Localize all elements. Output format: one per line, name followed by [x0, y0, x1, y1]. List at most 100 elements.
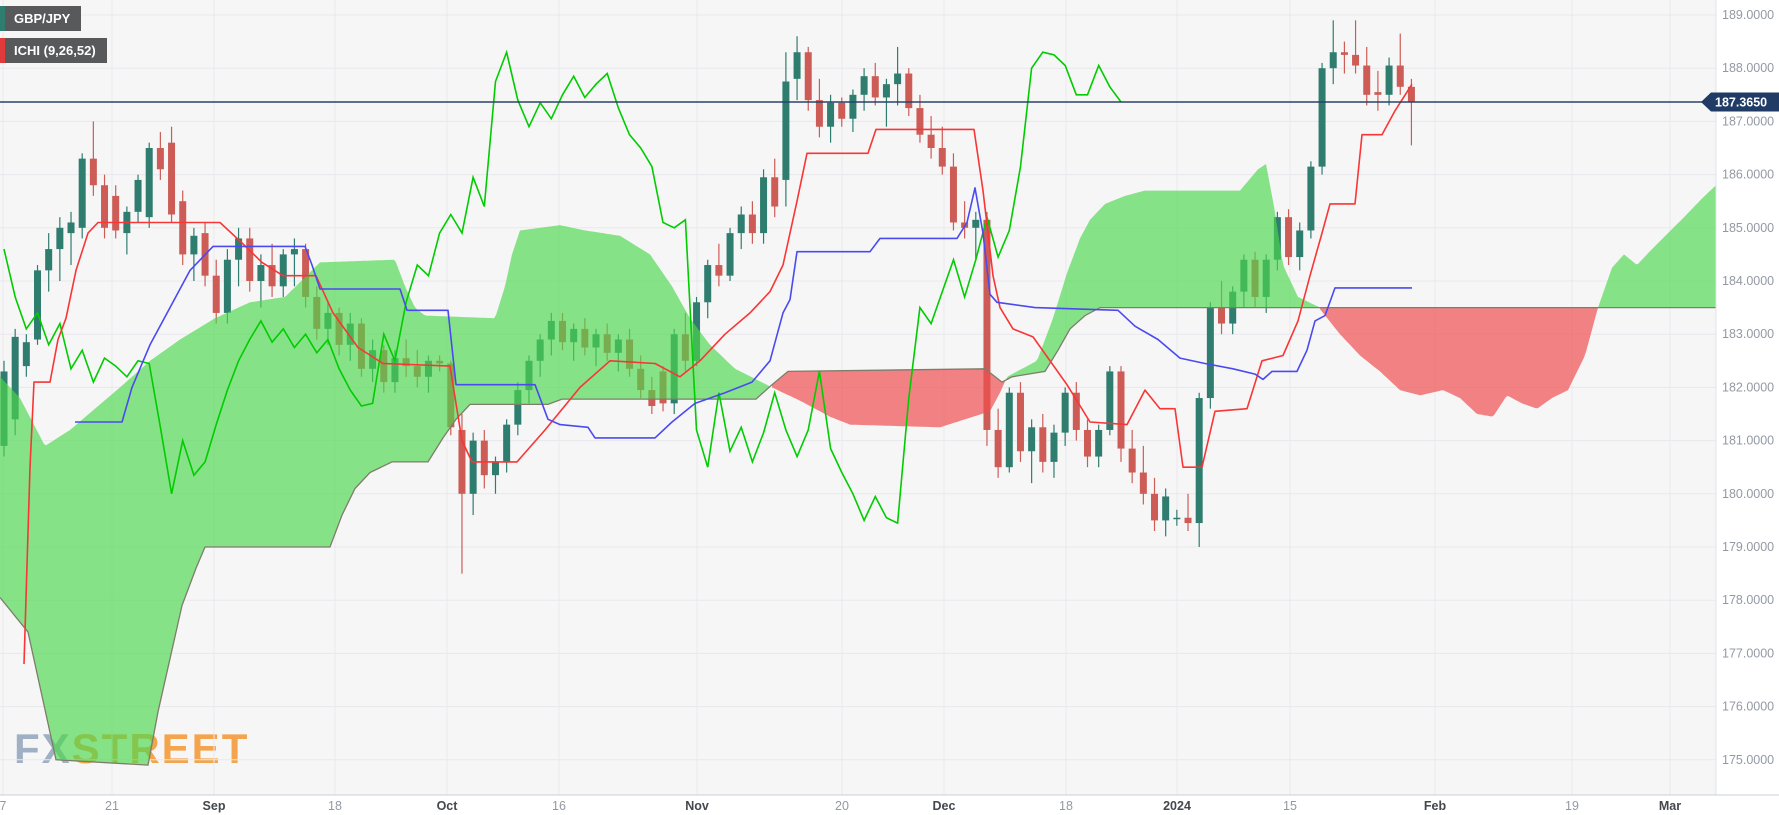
candle — [760, 169, 768, 244]
plot-area[interactable] — [0, 0, 1716, 795]
candle — [1050, 424, 1058, 478]
candle — [827, 94, 835, 143]
indicator-label: ICHI (9,26,52) — [14, 43, 96, 58]
candle — [279, 249, 287, 297]
candle — [1162, 488, 1170, 537]
candle — [871, 62, 879, 106]
candle — [480, 429, 488, 489]
bullish-cloud-segment — [1006, 164, 1320, 380]
candle — [737, 206, 745, 250]
time-tick-label: 2024 — [1163, 799, 1191, 813]
candle — [246, 227, 254, 292]
indicator-accent-bar — [0, 38, 5, 63]
time-axis[interactable]: 7 21 Sep 18 Oct 16 Nov 20 Dec 18 2024 15 Feb 19 Mar — [0, 799, 1681, 813]
candle — [1307, 161, 1315, 239]
time-tick-label: 7 — [0, 799, 7, 813]
time-tick-label: Sep — [203, 799, 226, 813]
price-tick-label: 176.0000 — [1722, 700, 1774, 714]
time-tick-label: 16 — [552, 799, 566, 813]
candle — [804, 46, 812, 111]
candle — [782, 52, 790, 207]
candle — [1340, 41, 1348, 74]
candle — [257, 254, 265, 308]
candle — [1318, 62, 1326, 175]
candle — [134, 174, 142, 223]
candle — [56, 217, 64, 281]
candle — [1363, 46, 1371, 106]
price-tick-label: 179.0000 — [1722, 540, 1774, 554]
price-tick-label: 182.0000 — [1722, 380, 1774, 394]
price-tick-label: 183.0000 — [1722, 327, 1774, 341]
candle — [1296, 222, 1304, 271]
candle — [1117, 366, 1125, 462]
bearish-cloud-segment — [772, 368, 1006, 428]
time-tick-label: 20 — [835, 799, 849, 813]
candle — [1106, 366, 1114, 436]
candle — [1039, 414, 1047, 473]
price-tick-label: 188.0000 — [1722, 61, 1774, 75]
candle — [112, 185, 120, 239]
candle — [1173, 509, 1181, 526]
candle — [1095, 424, 1103, 468]
candle — [1028, 419, 1036, 484]
candle — [67, 211, 75, 266]
candle — [179, 190, 187, 266]
kumo-cloud-layer — [0, 164, 1716, 766]
candle — [949, 153, 957, 231]
candle — [1005, 387, 1013, 473]
candle — [1151, 477, 1159, 532]
bearish-cloud-segment — [1320, 307, 1598, 417]
price-tick-label: 175.0000 — [1722, 753, 1774, 767]
candle — [905, 68, 913, 117]
candle — [1184, 493, 1192, 532]
kijun-sen-line — [75, 187, 1412, 439]
candle — [1072, 382, 1080, 441]
price-axis[interactable]: 189.0000 188.0000 187.0000 186.0000 185.0000… — [1722, 8, 1774, 767]
candle — [1195, 392, 1203, 547]
candle — [1352, 20, 1360, 74]
symbol-badge[interactable]: GBP/JPY — [0, 6, 82, 31]
candle — [882, 78, 890, 127]
candle — [1285, 209, 1293, 266]
senkou-b-line — [0, 306, 1716, 766]
candle — [145, 142, 153, 228]
tenkan-sen-line — [23, 83, 1413, 665]
time-tick-label: Oct — [437, 799, 459, 813]
candle — [1329, 20, 1337, 85]
candle — [771, 158, 779, 218]
candle — [168, 126, 176, 223]
price-axis-background[interactable] — [1716, 0, 1779, 815]
candle — [235, 227, 243, 287]
price-tick-label: 184.0000 — [1722, 274, 1774, 288]
time-tick-label: 18 — [1059, 799, 1073, 813]
bullish-cloud-segment — [1598, 185, 1716, 308]
chikou-span-line — [3, 49, 1122, 525]
candle — [1407, 78, 1415, 146]
candle — [503, 419, 511, 473]
price-tick-label: 185.0000 — [1722, 221, 1774, 235]
candle — [212, 259, 220, 324]
candle — [1016, 382, 1024, 462]
candle — [1128, 429, 1136, 484]
current-price-value: 187.3650 — [1715, 95, 1767, 109]
candle — [268, 243, 276, 297]
symbol-label: GBP/JPY — [14, 11, 71, 26]
time-tick-label: 19 — [1565, 799, 1579, 813]
time-tick-label: Feb — [1424, 799, 1447, 813]
bullish-cloud-segment — [0, 225, 772, 766]
time-tick-label: 18 — [328, 799, 342, 813]
candle — [1083, 419, 1091, 468]
time-tick-label: Dec — [933, 799, 956, 813]
price-tick-label: 187.0000 — [1722, 114, 1774, 128]
candle — [849, 89, 857, 133]
candle — [793, 36, 801, 101]
candle — [1139, 445, 1147, 505]
time-axis-background[interactable] — [0, 795, 1779, 815]
time-tick-label: 15 — [1283, 799, 1297, 813]
indicator-badge[interactable]: ICHI (9,26,52) — [0, 38, 107, 63]
candle — [815, 78, 823, 138]
candle — [894, 46, 902, 106]
time-tick-label: Nov — [685, 799, 709, 813]
